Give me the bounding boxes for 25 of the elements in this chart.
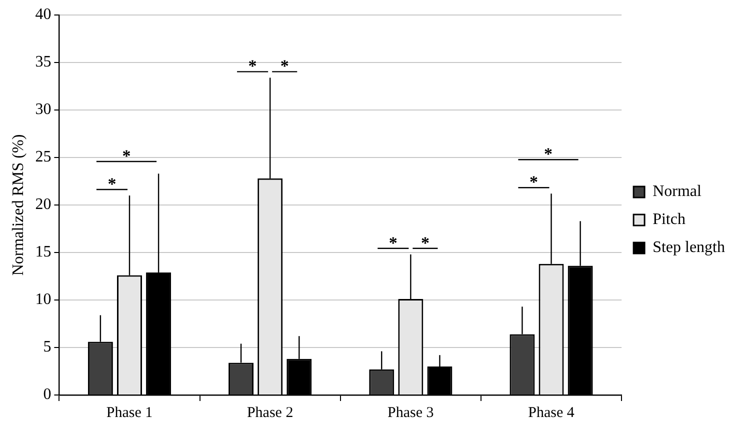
legend-label: Normal <box>652 183 702 200</box>
x-tick-label: Phase 3 <box>388 404 434 421</box>
annotation: * <box>529 172 538 192</box>
y-tick-label: 30 <box>35 101 52 118</box>
y-tick-label: 20 <box>35 196 52 214</box>
legend-label: Pitch <box>652 211 686 228</box>
annotation: * <box>280 56 289 76</box>
y-tick-label: 40 <box>35 6 52 24</box>
legend-label: Step length <box>652 239 725 256</box>
annotation: * <box>248 56 257 76</box>
annotation: * <box>420 233 430 252</box>
x-tick-label: Phase 2 <box>246 404 294 421</box>
annotation: * <box>108 174 116 194</box>
x-tick-label: Phase 1 <box>106 404 153 421</box>
y-tick-label: 10 <box>35 291 52 308</box>
y-tick-label: 0 <box>43 386 52 404</box>
y-tick-label: 15 <box>35 244 52 261</box>
y-tick-label: 35 <box>35 54 52 71</box>
annotation: * <box>122 146 131 166</box>
y-tick-label: 25 <box>35 148 52 166</box>
y-tick-label: 5 <box>43 338 52 356</box>
annotation: * <box>544 144 553 164</box>
x-tick-label: Phase 4 <box>528 404 575 421</box>
y-axis-title: Normalized RMS (%) <box>10 134 27 276</box>
annotation: * <box>388 233 398 252</box>
